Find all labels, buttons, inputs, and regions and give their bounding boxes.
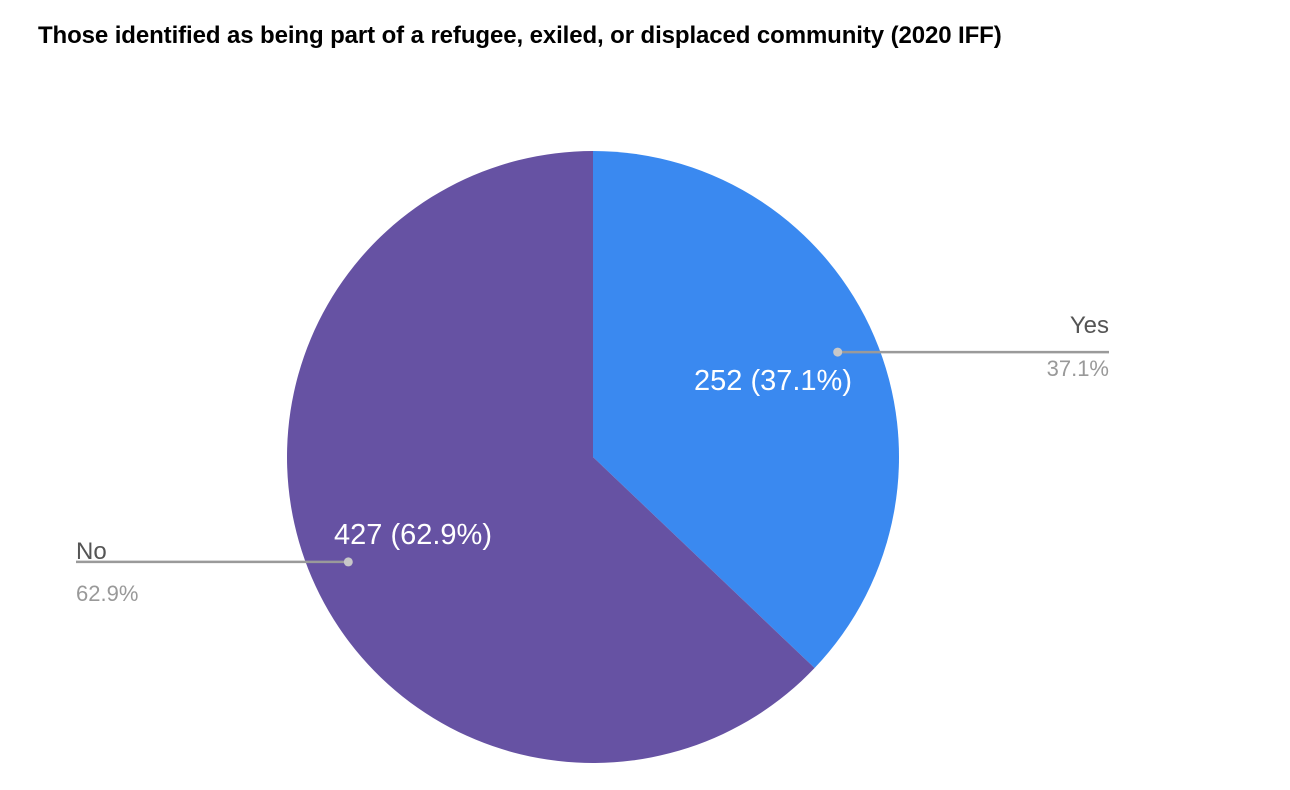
- callout-name-yes: Yes: [1070, 312, 1109, 339]
- callout-percent-yes: 37.1%: [1047, 356, 1109, 381]
- pie-slice-no: [287, 151, 815, 763]
- callout-dot-yes: [833, 347, 843, 357]
- slice-labels: 252 (37.1%) 427 (62.9%): [334, 365, 852, 551]
- pie-slice-yes: [593, 151, 900, 669]
- pie-slices: [287, 151, 900, 763]
- slice-label-no: 427 (62.9%): [334, 519, 492, 551]
- callout-percent-no: 62.9%: [76, 581, 138, 606]
- callout-name-no: No: [76, 538, 107, 565]
- callout-dot-no: [343, 557, 353, 567]
- chart-title: Those identified as being part of a refu…: [38, 22, 1002, 49]
- callouts: Yes 37.1% No 62.9%: [76, 312, 1109, 606]
- slice-label-yes: 252 (37.1%): [694, 365, 852, 397]
